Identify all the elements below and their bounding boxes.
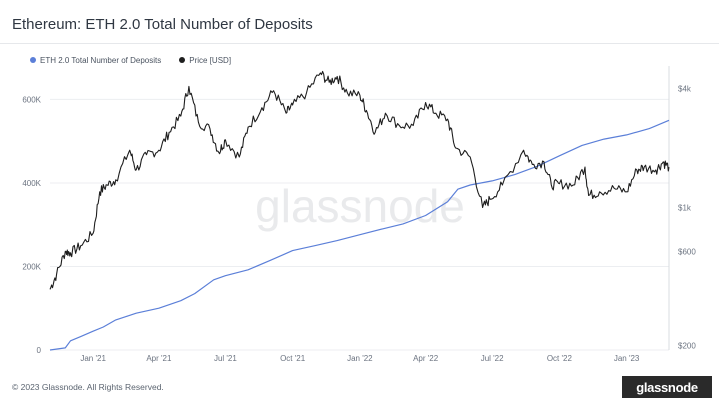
series-line-price[interactable] <box>49 70 670 290</box>
header-divider <box>0 43 719 44</box>
y-left-tick-label: 400K <box>22 179 41 188</box>
x-tick-label: Oct '22 <box>547 354 573 363</box>
legend-item-deposits[interactable]: ETH 2.0 Total Number of Deposits <box>30 56 161 65</box>
x-tick-label: Jul '22 <box>481 354 504 363</box>
y-left-tick-label: 200K <box>22 262 41 271</box>
x-tick-label: Apr '22 <box>413 354 439 363</box>
x-tick-label: Jan '21 <box>80 354 106 363</box>
y-axis-right: $200 $600 $1k $4k <box>678 85 696 351</box>
x-tick-label: Jul '21 <box>214 354 237 363</box>
legend-label-deposits: ETH 2.0 Total Number of Deposits <box>40 55 162 65</box>
legend-dot-deposits-icon <box>30 57 36 63</box>
legend-dot-price-icon <box>179 57 186 63</box>
y-axis-left: 0 200K 400K 600K <box>22 95 41 355</box>
x-axis: Jan '21 Apr '21 Jul '21 Oct '21 Jan '22 Apr '… <box>80 354 640 363</box>
watermark: glassnode <box>255 180 465 232</box>
series-line-deposits[interactable] <box>49 119 670 351</box>
chart-legend: ETH 2.0 Total Number of Deposits Price [… <box>30 54 249 66</box>
series-layer <box>49 70 670 351</box>
chart-title: Ethereum: ETH 2.0 Total Number of Deposi… <box>12 16 313 33</box>
x-tick-label: Jan '23 <box>614 354 640 363</box>
legend-label-price: Price [USD] <box>189 55 232 65</box>
y-left-tick-label: 0 <box>37 346 42 355</box>
footer-copyright: © 2023 Glassnode. All Rights Reserved. <box>12 382 164 392</box>
x-tick-label: Oct '21 <box>280 354 306 363</box>
y-right-tick-label: $600 <box>678 247 696 256</box>
y-left-tick-label: 600K <box>22 95 41 104</box>
footer-logo: glassnode <box>622 376 712 398</box>
y-right-tick-label: $1k <box>678 203 692 212</box>
x-tick-label: Apr '21 <box>146 354 172 363</box>
y-right-tick-label: $4k <box>678 85 692 94</box>
y-right-tick-label: $200 <box>678 342 696 351</box>
x-tick-label: Jan '22 <box>347 354 373 363</box>
legend-item-price[interactable]: Price [USD] <box>179 56 231 65</box>
